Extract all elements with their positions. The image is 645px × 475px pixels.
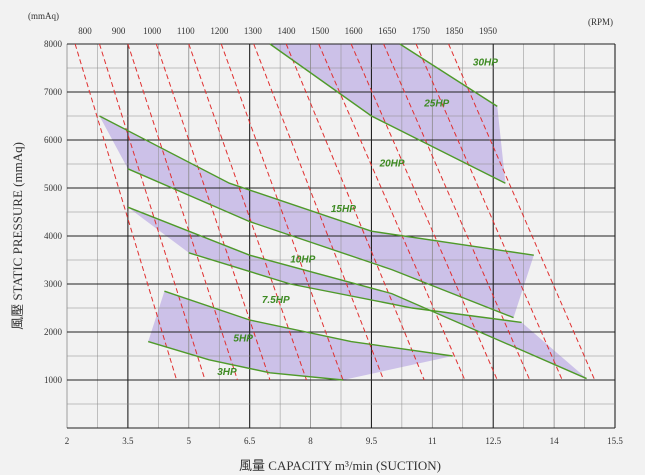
x-tick-2: 5: [187, 436, 192, 446]
x-tick-8: 14: [550, 436, 560, 446]
rpm-label-1300: 1300: [244, 26, 263, 36]
x-tick-4: 8: [308, 436, 313, 446]
x-axis-title: 風量 CAPACITY m³/min (SUCTION): [239, 458, 441, 473]
y-tick-1000: 1000: [44, 375, 63, 385]
grid: [67, 44, 615, 428]
rpm-label-1200: 1200: [210, 26, 229, 36]
y-tick-3000: 3000: [44, 279, 63, 289]
x-tick-0: 2: [65, 436, 70, 446]
label-30hp: 30HP: [473, 58, 498, 69]
label-3hp: 3HP: [217, 367, 237, 378]
y-tick-5000: 5000: [44, 183, 63, 193]
y-tick-7000: 7000: [44, 87, 63, 97]
y-tick-6000: 6000: [44, 135, 63, 145]
label-20hp: 20HP: [379, 158, 405, 169]
y-tick-2000: 2000: [44, 327, 63, 337]
label-7-5hp: 7.5HP: [262, 295, 290, 306]
rpm-label-1950: 1950: [479, 26, 498, 36]
x-tick-1: 3.5: [122, 436, 134, 446]
x-tick-5: 9.5: [366, 436, 378, 446]
rpm-unit-label: (RPM): [588, 17, 613, 27]
y-unit-label: (mmAq): [28, 11, 59, 21]
rpm-label-1500: 1500: [311, 26, 330, 36]
rpm-label-900: 900: [112, 26, 126, 36]
x-tick-3: 6.5: [244, 436, 256, 446]
rpm-label-1850: 1850: [445, 26, 464, 36]
x-tick-9: 15.5: [607, 436, 623, 446]
y-tick-4000: 4000: [44, 231, 63, 241]
rpm-label-1100: 1100: [177, 26, 195, 36]
y-tick-8000: 8000: [44, 39, 63, 49]
rpm-label-800: 800: [78, 26, 92, 36]
label-15hp: 15HP: [331, 204, 356, 215]
rpm-label-1000: 1000: [143, 26, 162, 36]
label-25hp: 25HP: [423, 98, 449, 109]
y-axis-title: 風壓 STATIC PRESSURE (mmAq): [10, 142, 25, 330]
x-tick-6: 11: [428, 436, 437, 446]
x-tick-7: 12.5: [485, 436, 501, 446]
rpm-label-1750: 1750: [412, 26, 431, 36]
label-10hp: 10HP: [290, 254, 315, 265]
rpm-label-1650: 1650: [378, 26, 397, 36]
rpm-label-1600: 1600: [345, 26, 364, 36]
label-5hp: 5HP: [233, 334, 253, 345]
rpm-label-1400: 1400: [278, 26, 297, 36]
